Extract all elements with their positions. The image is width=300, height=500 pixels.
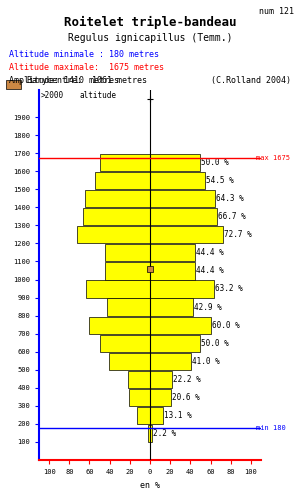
Text: num 121: num 121 [259, 7, 294, 16]
Text: 2.2 %: 2.2 % [153, 429, 176, 438]
Text: 44.4 %: 44.4 % [196, 248, 224, 258]
Bar [150, 388, 171, 406]
Bar [148, 425, 150, 442]
Bar [150, 407, 163, 424]
Bar [76, 226, 150, 244]
Text: 54.5 %: 54.5 % [206, 176, 234, 185]
Text: 42.9 %: 42.9 % [194, 302, 222, 312]
Bar [109, 352, 150, 370]
Text: 66.7 %: 66.7 % [218, 212, 246, 222]
Text: Barycentre:  1061 metres: Barycentre: 1061 metres [27, 76, 147, 86]
Bar [105, 244, 150, 262]
Bar [89, 316, 150, 334]
Text: 13.1 %: 13.1 % [164, 411, 192, 420]
Text: 64.3 %: 64.3 % [216, 194, 244, 203]
Bar [86, 280, 150, 297]
Text: 63.2 %: 63.2 % [215, 284, 242, 294]
Bar [150, 262, 195, 280]
Bar [85, 190, 150, 208]
Text: 60.0 %: 60.0 % [212, 320, 239, 330]
Text: 72.7 %: 72.7 % [224, 230, 252, 239]
Bar [150, 172, 205, 190]
X-axis label: en %: en % [140, 480, 160, 490]
Bar [137, 407, 150, 424]
Text: Regulus ignicapillus (Temm.): Regulus ignicapillus (Temm.) [68, 34, 232, 43]
Text: 22.2 %: 22.2 % [173, 374, 201, 384]
Bar [150, 226, 224, 244]
Bar [150, 298, 193, 316]
Text: >2000: >2000 [41, 91, 64, 100]
Bar [128, 370, 150, 388]
Text: 41.0 %: 41.0 % [192, 356, 220, 366]
Bar [129, 388, 150, 406]
Bar [150, 154, 200, 171]
Bar [150, 425, 152, 442]
Bar [150, 190, 215, 208]
Bar [150, 334, 200, 351]
Text: 50.0 %: 50.0 % [202, 158, 229, 167]
Bar [83, 208, 150, 226]
Bar [6, 80, 21, 89]
Bar [150, 352, 191, 370]
Bar [107, 298, 150, 316]
Bar [95, 172, 150, 190]
Text: 44.4 %: 44.4 % [196, 266, 224, 276]
Bar [150, 370, 172, 388]
Text: Amplitude: 1410 metres: Amplitude: 1410 metres [9, 76, 119, 84]
Bar [100, 334, 150, 351]
Text: 20.6 %: 20.6 % [172, 393, 200, 402]
Text: Altitude minimale : 180 metres: Altitude minimale : 180 metres [9, 50, 159, 59]
Text: 50.0 %: 50.0 % [202, 338, 229, 347]
Text: max 1675: max 1675 [256, 154, 290, 160]
Text: min 180: min 180 [256, 424, 286, 430]
Text: altitude: altitude [80, 91, 116, 100]
Bar [100, 154, 150, 171]
Text: (C.Rolland 2004): (C.Rolland 2004) [211, 76, 291, 86]
Text: Altitude maximale:  1675 metres: Altitude maximale: 1675 metres [9, 63, 164, 72]
Bar [105, 262, 150, 280]
Bar [150, 244, 195, 262]
Bar [150, 208, 217, 226]
Bar [150, 280, 214, 297]
Bar [150, 316, 211, 334]
Text: Roitelet triple-bandeau: Roitelet triple-bandeau [64, 16, 236, 30]
